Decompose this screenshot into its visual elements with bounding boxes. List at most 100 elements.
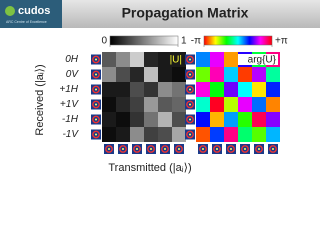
mode-icon (213, 145, 221, 153)
matrix-cell (224, 97, 238, 112)
mode-icon (92, 130, 100, 139)
matrix-cell (116, 97, 130, 112)
mode-icon (119, 145, 127, 153)
mode-icon-core (202, 148, 204, 150)
colorbar-tick-label: 1 (181, 36, 187, 47)
colorbar (109, 35, 179, 46)
mode-icon-core (189, 73, 191, 76)
mode-icon (92, 55, 100, 64)
matrix-cell (158, 97, 172, 112)
matrix-cell (224, 127, 238, 142)
matrix-cell (252, 112, 266, 127)
mode-icon (186, 130, 194, 139)
matrix-cell (196, 112, 210, 127)
matrix-cell (210, 127, 224, 142)
mode-icon (269, 145, 277, 153)
matrix-cell (196, 82, 210, 97)
matrix-cell (116, 52, 130, 67)
matrix-cell (252, 67, 266, 82)
mode-icon-core (189, 103, 191, 106)
matrix-cell (144, 97, 158, 112)
matrix-cell (144, 67, 158, 82)
row-label: 0H (65, 54, 79, 65)
mode-icon-core (189, 58, 191, 61)
matrix-cell (210, 52, 224, 67)
mode-icon (255, 145, 263, 153)
mode-icon-core (164, 148, 166, 150)
matrix-cell (210, 67, 224, 82)
mode-icon-core (95, 133, 97, 136)
matrix-cell (172, 52, 186, 67)
mode-icon (186, 85, 194, 94)
row-label: 0V (66, 69, 80, 80)
matrix-cell (196, 97, 210, 112)
mode-icon-core (95, 73, 97, 76)
mode-icon-core (136, 148, 138, 150)
mode-icon-core (95, 118, 97, 121)
mode-icon (92, 70, 100, 79)
matrix-cell (172, 127, 186, 142)
row-label: -1V (62, 129, 79, 140)
matrix-cell (238, 82, 252, 97)
mode-icon-core (189, 133, 191, 136)
matrix-cell (196, 127, 210, 142)
matrix-cell (266, 82, 280, 97)
slide-title: Propagation Matrix (122, 5, 249, 21)
matrix-cell (102, 82, 116, 97)
matrix-cell (130, 67, 144, 82)
matrix-cell (130, 52, 144, 67)
x-axis-title: Transmitted (|aⱼ⟩) (108, 162, 191, 174)
logo: cudos (18, 5, 50, 17)
matrix-cell (102, 67, 116, 82)
mode-icon-core (122, 148, 124, 150)
mode-icon (133, 145, 141, 153)
slide: cudos ARC Centre of Excellence Propagati… (0, 0, 320, 174)
mode-icon-core (150, 148, 152, 150)
row-label: +1H (59, 84, 78, 95)
matrix-cell (266, 97, 280, 112)
mode-icon (105, 145, 113, 153)
matrix-cell (238, 112, 252, 127)
matrix-cell (266, 112, 280, 127)
mode-icon (175, 145, 183, 153)
matrix-cell (224, 112, 238, 127)
matrix-cell (224, 52, 238, 67)
matrix-label: arg{U} (248, 55, 277, 66)
matrix-cell (158, 82, 172, 97)
mode-icon (147, 145, 155, 153)
matrix-cell (172, 97, 186, 112)
matrix-cell (102, 127, 116, 142)
matrix-cell (130, 127, 144, 142)
matrix-cell (116, 82, 130, 97)
mode-icon (227, 145, 235, 153)
matrix-cell (158, 67, 172, 82)
mode-icon-core (95, 88, 97, 91)
matrix-cell (210, 82, 224, 97)
y-axis-title: Received (|aᵢ⟩) (34, 64, 46, 135)
matrix-cell (252, 127, 266, 142)
matrix-cell (266, 127, 280, 142)
matrix-cell (130, 112, 144, 127)
mode-icon (92, 100, 100, 109)
matrix-cell (224, 67, 238, 82)
mode-icon-core (108, 148, 110, 150)
matrix-cell (158, 127, 172, 142)
matrix-label: |U| (170, 55, 182, 66)
matrix-cell (130, 82, 144, 97)
matrix-cell (252, 82, 266, 97)
mode-icon (92, 85, 100, 94)
matrix-cell (116, 127, 130, 142)
mode-icon (186, 100, 194, 109)
matrix-cell (144, 82, 158, 97)
matrix-cell (210, 97, 224, 112)
mode-icon-core (258, 148, 260, 150)
mode-icon (241, 145, 249, 153)
mode-icon (186, 55, 194, 64)
matrix-cell (102, 97, 116, 112)
matrix-cell (172, 82, 186, 97)
mode-icon (92, 115, 100, 124)
matrix-cell (172, 112, 186, 127)
matrix-cell (116, 67, 130, 82)
matrix-cell (252, 97, 266, 112)
colorbar-tick-label: 0 (101, 36, 107, 47)
